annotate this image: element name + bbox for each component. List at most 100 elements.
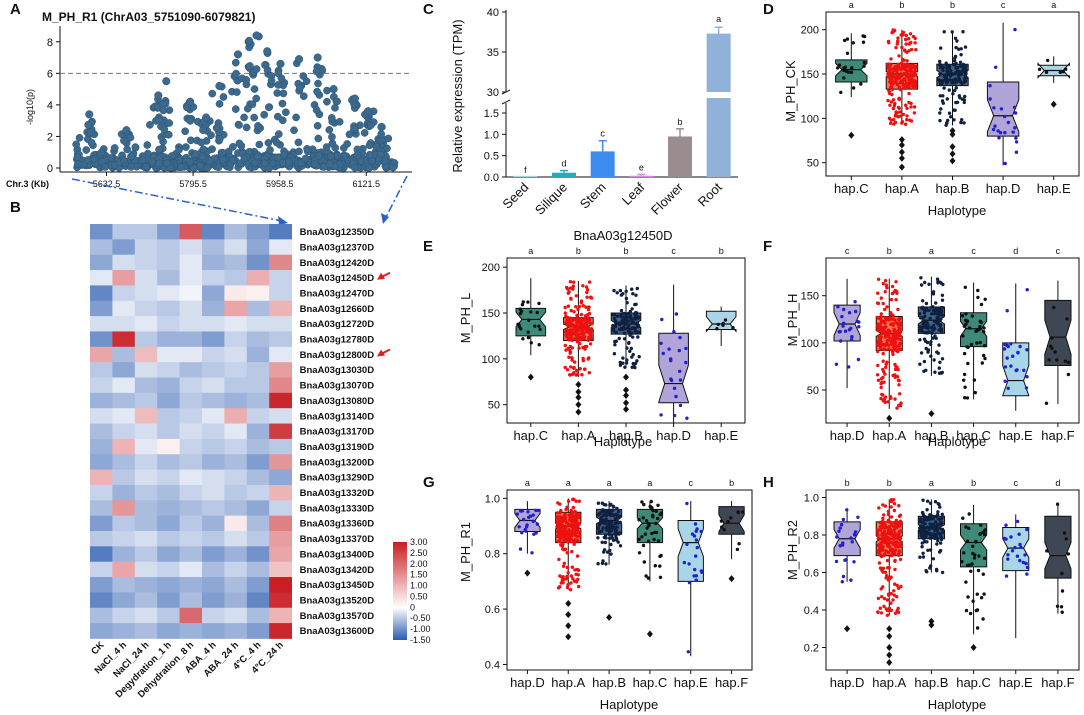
data-point <box>607 528 611 532</box>
data-point <box>644 519 649 523</box>
data-point <box>886 512 891 517</box>
data-point <box>654 521 658 526</box>
data-point <box>881 570 885 574</box>
data-point <box>982 556 987 560</box>
data-point <box>581 356 585 361</box>
group-label: hap.B <box>914 428 948 443</box>
heatmap-cell <box>246 377 270 394</box>
heatmap-cell <box>202 239 225 256</box>
association-point <box>295 147 303 156</box>
data-point <box>566 291 570 295</box>
outlier-point <box>575 408 582 416</box>
association-point <box>384 134 393 143</box>
data-point <box>577 534 582 538</box>
heatmap-cell <box>134 469 158 486</box>
data-point <box>979 596 984 600</box>
panel-label-g: G <box>423 474 435 491</box>
data-point <box>891 350 895 354</box>
heatmap-cell <box>202 500 225 517</box>
data-point <box>1014 136 1018 140</box>
heatmap-cell <box>90 515 113 532</box>
heatmap-cell <box>224 224 248 240</box>
data-point <box>929 325 934 330</box>
heatmap-cell <box>269 546 292 563</box>
data-point <box>893 80 898 85</box>
data-point <box>631 352 635 357</box>
data-point <box>695 545 699 550</box>
significance-letter: c <box>1001 0 1006 10</box>
data-point <box>927 282 931 286</box>
data-point <box>933 370 937 374</box>
heatmap-cell <box>112 561 136 578</box>
association-point <box>326 152 335 160</box>
panel-g-ylabel: M_PH_R1 <box>458 522 473 582</box>
association-point <box>245 36 254 45</box>
association-point <box>212 124 221 132</box>
association-point <box>248 100 257 109</box>
data-point <box>883 347 887 352</box>
data-point <box>938 324 942 328</box>
association-point <box>250 159 259 168</box>
heatmap-cell <box>90 270 113 286</box>
heatmap-cell <box>246 362 270 378</box>
data-point <box>628 314 633 318</box>
association-point <box>343 140 352 148</box>
data-point <box>935 569 939 573</box>
data-point <box>885 316 890 320</box>
data-point <box>615 314 620 318</box>
gene-label: BnaA03g13200D <box>300 457 375 468</box>
data-point <box>575 316 579 320</box>
bar-seed <box>513 175 538 177</box>
data-point <box>879 611 884 615</box>
heatmap-cell <box>157 607 180 624</box>
data-point <box>923 540 927 544</box>
data-point <box>879 396 883 401</box>
outlier-point <box>886 644 893 651</box>
data-point <box>529 310 533 314</box>
heatmap-cell <box>246 531 270 547</box>
data-point <box>580 332 584 336</box>
data-point <box>881 566 886 570</box>
data-point <box>889 57 893 61</box>
data-point <box>568 350 573 354</box>
data-point <box>898 330 903 334</box>
data-point <box>941 306 945 310</box>
data-point <box>893 558 897 563</box>
data-point <box>637 355 641 359</box>
data-point <box>687 562 691 566</box>
data-point <box>988 97 992 101</box>
gene-label: BnaA03g13080D <box>300 396 375 407</box>
heatmap-cell <box>179 362 203 378</box>
data-point <box>876 543 880 548</box>
data-point <box>969 569 973 573</box>
association-point <box>312 106 321 114</box>
data-point <box>959 53 963 57</box>
heatmap-cell <box>179 469 203 486</box>
data-point <box>965 539 970 543</box>
data-point <box>528 514 533 518</box>
data-point <box>884 365 888 369</box>
data-point <box>924 301 929 306</box>
data-point <box>975 592 979 596</box>
data-point <box>634 293 638 297</box>
data-point <box>690 532 695 536</box>
data-point <box>1058 70 1063 75</box>
data-point <box>650 506 654 510</box>
data-point <box>1045 549 1049 553</box>
heatmap-cell <box>134 285 158 302</box>
heatmap-cell <box>179 423 203 440</box>
heatmap-cell <box>90 623 113 639</box>
heatmap-cell <box>134 546 158 563</box>
data-point <box>581 304 585 308</box>
heatmap-cell <box>90 531 113 547</box>
data-point <box>930 331 934 335</box>
data-point <box>962 100 966 105</box>
data-point <box>923 319 927 323</box>
data-point <box>966 361 970 366</box>
data-point <box>897 66 901 70</box>
data-point <box>647 521 651 526</box>
data-point <box>517 322 521 327</box>
data-point <box>615 525 619 529</box>
gene-label: BnaA03g12800D <box>300 350 375 361</box>
heatmap-cell <box>202 469 225 486</box>
